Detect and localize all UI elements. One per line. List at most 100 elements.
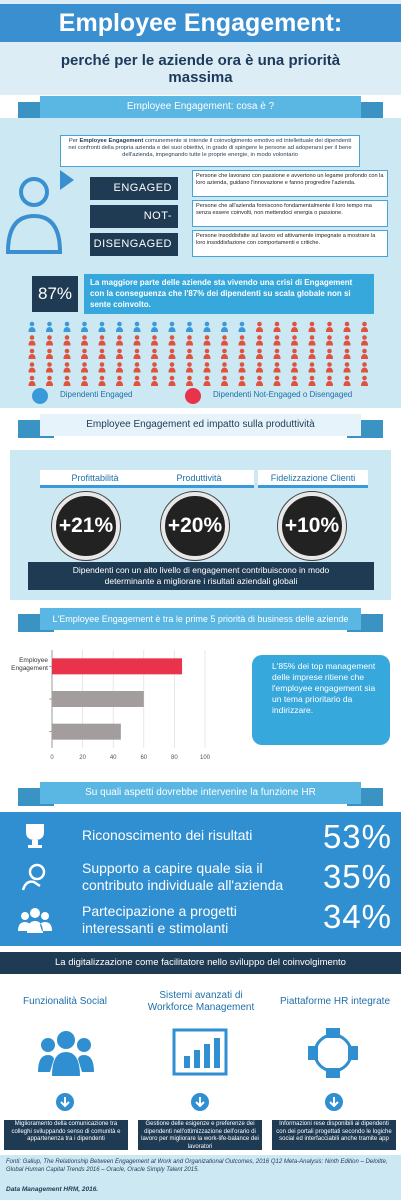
person-head [152, 375, 157, 381]
metric-value: +20% [161, 492, 229, 560]
person-icon [5, 170, 74, 254]
person-body [28, 367, 36, 373]
person-head [239, 335, 245, 340]
category-label: Employee Engagement [11, 657, 48, 673]
level-label: ENGAGED [90, 177, 178, 200]
person-head [134, 348, 140, 354]
person-body [203, 340, 211, 346]
person-head [309, 348, 315, 354]
person-body [168, 327, 176, 332]
person-body [168, 340, 176, 346]
person-head [169, 321, 175, 327]
person-head [82, 375, 87, 381]
legend-swatch [185, 388, 201, 404]
person-head [99, 335, 105, 340]
person-body [46, 327, 53, 332]
person-body [203, 327, 211, 332]
level-label: DISENGAGED [90, 233, 178, 256]
person-head [344, 375, 350, 381]
title: Employee Engagement: [0, 4, 401, 42]
level-description: Persone insoddisfatte sul lavoro ed atti… [192, 230, 388, 257]
section-heading: Su quali aspetti dovrebbe intervenire la… [40, 782, 361, 804]
person-body [238, 340, 246, 346]
person-head [362, 375, 367, 381]
person-body [221, 367, 228, 373]
section-heading: La digitalizzazione come facilitatore ne… [0, 952, 401, 974]
person-body [116, 354, 123, 359]
person-body [151, 354, 158, 359]
hr-value: 35% [322, 858, 392, 895]
person-head [134, 375, 140, 381]
person-body [63, 381, 71, 386]
person-head [362, 362, 367, 367]
person-head [169, 348, 175, 354]
person-head [64, 375, 70, 381]
person-body [168, 354, 176, 359]
credit: Data Management HRM, 2016. [6, 1186, 99, 1193]
person-head [187, 335, 192, 340]
person-body [151, 327, 158, 332]
person-head [292, 375, 297, 381]
person-body [308, 381, 316, 386]
x-tick-label: 0 [50, 755, 54, 761]
person-body [186, 340, 193, 346]
person-body [326, 354, 333, 359]
person-head [309, 321, 315, 327]
person-body [81, 381, 88, 386]
person-body [81, 340, 88, 346]
hr-value: 53% [322, 818, 392, 855]
person-body [273, 381, 281, 386]
person-body [81, 327, 88, 332]
person-body [168, 381, 176, 386]
person-body [291, 327, 298, 332]
person-head [134, 362, 140, 367]
person-body [343, 340, 351, 346]
person-body [133, 381, 141, 386]
chart: 0 20 40 60 80 100 [49, 650, 211, 761]
person-head [29, 348, 35, 354]
person-body [256, 367, 263, 373]
person-head [82, 321, 87, 327]
person-body [308, 354, 316, 359]
person-head [134, 321, 140, 327]
person-head [257, 321, 262, 327]
person-head [274, 321, 280, 327]
person-body [63, 340, 71, 346]
person-head [257, 375, 262, 381]
person-body [238, 367, 246, 373]
person-head [99, 362, 105, 367]
people-grid [28, 321, 368, 386]
section-heading: Employee Engagement ed impatto sulla pro… [40, 414, 361, 436]
person-body [308, 340, 316, 346]
person-head [169, 375, 175, 381]
person-body [256, 381, 263, 386]
person-head [274, 375, 280, 381]
person-body [46, 340, 53, 346]
person-body [273, 367, 281, 373]
person-head [82, 335, 87, 340]
person-head [64, 335, 70, 340]
person-head [117, 321, 122, 327]
person-head [64, 321, 70, 327]
person-head [327, 348, 332, 354]
person-head [309, 362, 315, 367]
legend-label: Dipendenti Not-Engaged o Disengaged [213, 390, 353, 399]
bar [52, 658, 183, 675]
person-head [362, 348, 367, 354]
person-head [344, 362, 350, 367]
level-description: Persone che all'azienda forniscono fonda… [192, 200, 388, 227]
subtitle: perché per le aziende ora è una priorità… [60, 52, 341, 86]
metric-label: Profittabilità [40, 470, 150, 488]
person-head [239, 348, 245, 354]
stat-text: La maggiore parte delle aziende sta vive… [84, 274, 374, 314]
support-icon [21, 863, 46, 891]
person-head [204, 335, 210, 340]
person-head [29, 321, 35, 327]
person-body [361, 381, 368, 386]
person-head [309, 335, 315, 340]
definition-text: Per Employee Engagement comunemente si i… [60, 135, 360, 167]
person-body [326, 367, 333, 373]
x-tick-label: 80 [171, 755, 178, 761]
callout: L'85% dei top management delle imprese r… [252, 655, 390, 745]
person-body [203, 367, 211, 373]
